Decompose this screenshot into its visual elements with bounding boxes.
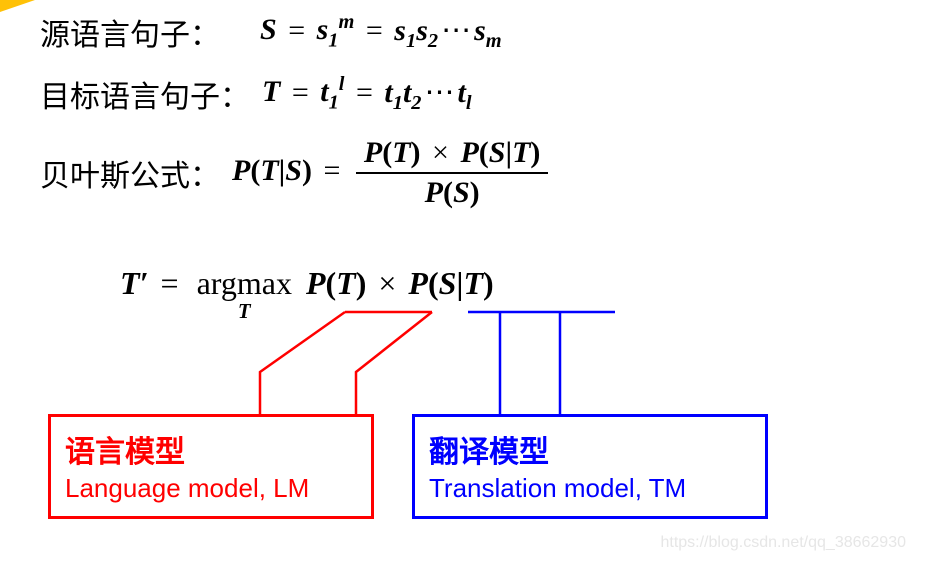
- argmax-text: argmax: [197, 265, 292, 302]
- dots-t: ⋯: [421, 76, 457, 109]
- equation-argmax: T′ = argmax T P(T) × P(S|T): [120, 265, 494, 324]
- eq-sign-2: =: [352, 76, 377, 109]
- s2: s2: [416, 14, 438, 47]
- lm-leg1: [260, 312, 345, 416]
- lm-label-zh: 语言模型: [65, 427, 357, 471]
- P-SgT: P(S|T): [408, 265, 493, 302]
- equation-source: S = s1m = s1s2⋯sm: [260, 11, 502, 52]
- var-T: T: [262, 76, 280, 109]
- s1: s1: [394, 14, 416, 47]
- seqvar-s: s: [317, 14, 329, 47]
- var-S: S: [260, 14, 277, 47]
- callout-language-model: 语言模型 Language model, LM: [48, 414, 374, 519]
- label-source: 源语言句子：: [40, 10, 220, 54]
- line-target: 目标语言句子： T = t1l = t1t2⋯tl: [40, 72, 886, 116]
- content-block: 源语言句子： S = s1m = s1s2⋯sm 目标语言句子： T = t1l…: [40, 10, 886, 230]
- label-target: 目标语言句子：: [40, 72, 250, 116]
- sup-l: l: [339, 73, 345, 95]
- times: ×: [374, 265, 400, 301]
- eq-sign: =: [157, 265, 183, 301]
- equation-target: T = t1l = t1t2⋯tl: [262, 73, 472, 114]
- watermark: https://blog.csdn.net/qq_38662930: [660, 534, 906, 552]
- tm-connector: [468, 312, 615, 416]
- P-T: P(T): [306, 265, 366, 302]
- tm-label-zh: 翻译模型: [429, 427, 751, 471]
- dots: ⋯: [438, 14, 474, 47]
- eq-sign: =: [284, 14, 309, 47]
- tl: tl: [457, 76, 471, 109]
- t2: t2: [403, 76, 422, 109]
- t1: t1: [384, 76, 403, 109]
- numerator: P(T) × P(S|T): [356, 134, 549, 172]
- lm-label-en: Language model, LM: [65, 473, 357, 504]
- seqvar-t: t: [320, 76, 328, 109]
- sup-m: m: [339, 11, 355, 33]
- callout-translation-model: 翻译模型 Translation model, TM: [412, 414, 768, 519]
- sub-1: 1: [328, 30, 338, 52]
- sub-1t: 1: [329, 92, 339, 114]
- Tprime: T′: [120, 265, 149, 301]
- line-bayes: 贝叶斯公式： P(T|S) = P(T) × P(S|T) P(S): [40, 134, 886, 212]
- eq-sign: =: [288, 76, 313, 109]
- sm: sm: [474, 14, 502, 47]
- line-source: 源语言句子： S = s1m = s1s2⋯sm: [40, 10, 886, 54]
- eq-sign-2: =: [362, 14, 387, 47]
- denominator: P(S): [417, 174, 488, 212]
- fraction: P(T) × P(S|T) P(S): [356, 134, 549, 212]
- P-TgS: P(T|S): [232, 154, 312, 187]
- argmax-sub: T: [238, 300, 251, 324]
- lm-leg2: [356, 312, 432, 416]
- corner-accent: [0, 0, 35, 12]
- tm-label-en: Translation model, TM: [429, 473, 751, 504]
- lm-connector: [260, 312, 432, 416]
- eq-sign: =: [319, 154, 344, 187]
- label-bayes: 贝叶斯公式：: [40, 151, 220, 195]
- argmax-operator: argmax T: [197, 265, 292, 324]
- equation-bayes: P(T|S) = P(T) × P(S|T) P(S): [232, 134, 548, 212]
